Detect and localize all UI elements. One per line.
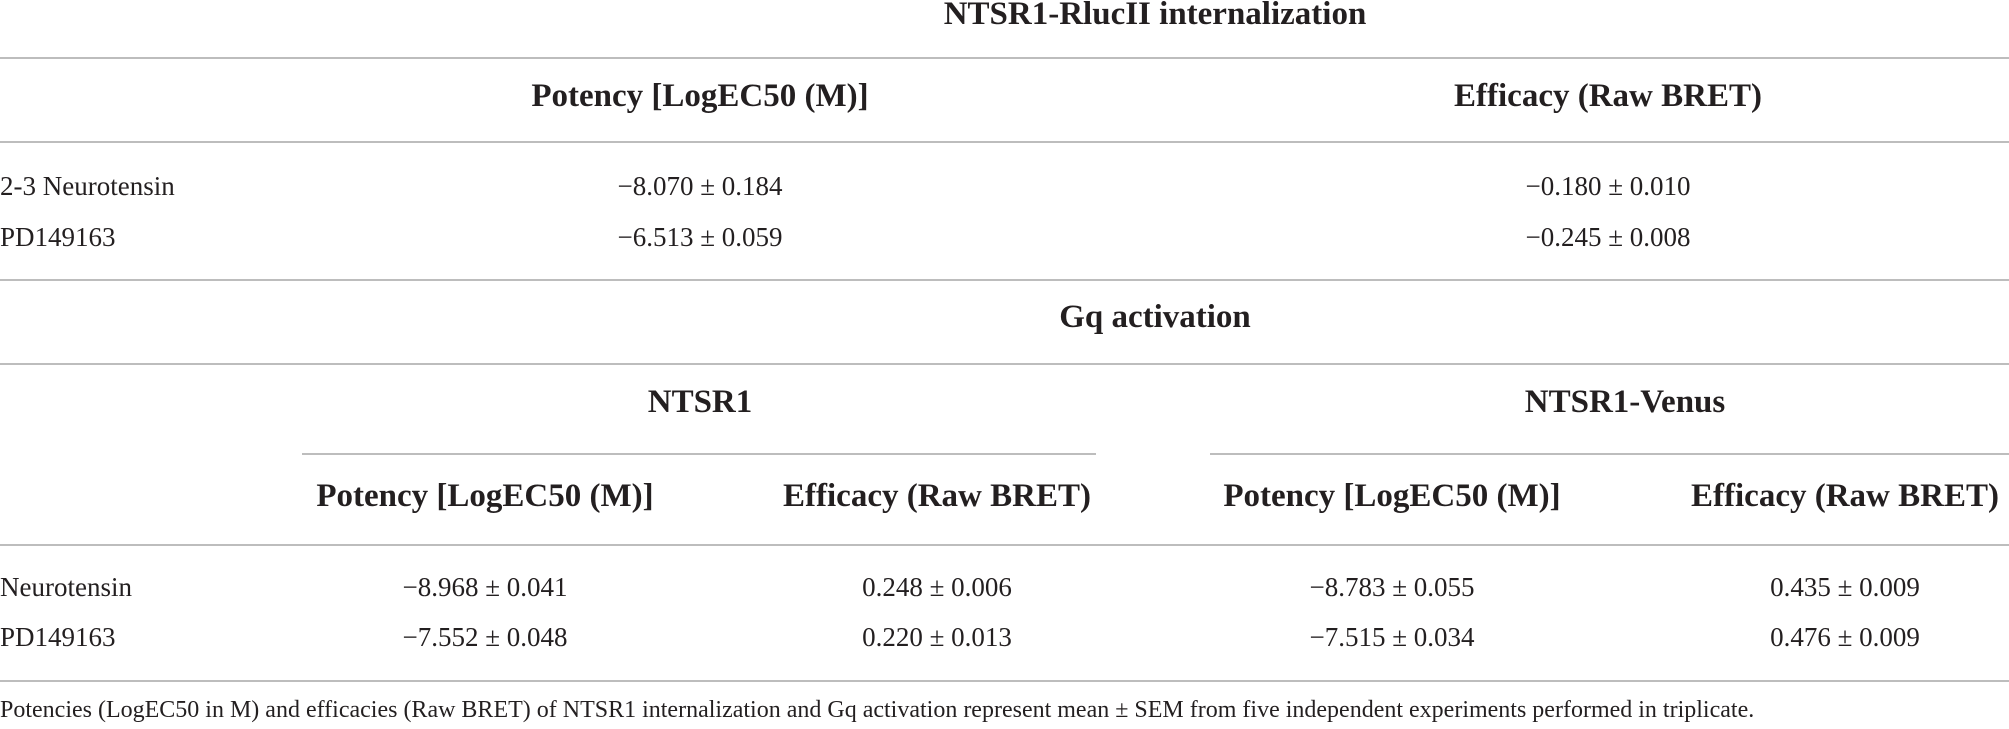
s2-row-venus-efficacy: 0.476 ± 0.009	[1770, 622, 1920, 652]
rule-s2-title	[0, 363, 2009, 365]
s2-venus-potency-header: Potency [LogEC50 (M)]	[1223, 478, 1561, 514]
table-footnote: Potencies (LogEC50 in M) and efficacies …	[0, 697, 1755, 723]
rule-s1-bottom	[0, 279, 2009, 281]
s2-row-label: Neurotensin	[0, 572, 132, 602]
rule-s2-header	[0, 544, 2009, 546]
s1-row-label: 2-3 Neurotensin	[0, 171, 175, 201]
rule-top	[0, 57, 2009, 59]
s2-ntsr1-potency-header: Potency [LogEC50 (M)]	[316, 478, 654, 514]
s2-row-venus-potency: −8.783 ± 0.055	[1309, 572, 1475, 602]
s1-row-efficacy: −0.180 ± 0.010	[1525, 171, 1691, 201]
s2-row-ntsr1-potency: −7.552 ± 0.048	[402, 622, 568, 652]
rule-s1-header	[0, 141, 2009, 143]
s2-row-venus-potency: −7.515 ± 0.034	[1309, 622, 1475, 652]
s2-row-ntsr1-efficacy: 0.220 ± 0.013	[862, 622, 1012, 652]
s1-row-potency: −8.070 ± 0.184	[617, 171, 783, 201]
group-ntsr1-venus-header: NTSR1-Venus	[1524, 384, 1726, 420]
s2-ntsr1-efficacy-header: Efficacy (Raw BRET)	[783, 478, 1091, 514]
rule-group-ntsr1-venus	[1210, 453, 2009, 455]
s2-row-venus-efficacy: 0.435 ± 0.009	[1770, 572, 1920, 602]
group-ntsr1-header: NTSR1	[647, 384, 753, 420]
s1-row-potency: −6.513 ± 0.059	[617, 222, 783, 252]
s1-row-efficacy: −0.245 ± 0.008	[1525, 222, 1691, 252]
s2-row-ntsr1-efficacy: 0.248 ± 0.006	[862, 572, 1012, 602]
section1-title: NTSR1-RlucII internalization	[943, 0, 1367, 32]
s2-row-ntsr1-potency: −8.968 ± 0.041	[402, 572, 568, 602]
s2-row-label: PD149163	[0, 622, 116, 652]
section2-title: Gq activation	[1059, 299, 1251, 335]
rule-group-ntsr1	[302, 453, 1096, 455]
s1-efficacy-header: Efficacy (Raw BRET)	[1454, 78, 1762, 114]
s1-row-label: PD149163	[0, 222, 116, 252]
rule-bottom	[0, 680, 2009, 682]
s1-potency-header: Potency [LogEC50 (M)]	[531, 78, 869, 114]
s2-venus-efficacy-header: Efficacy (Raw BRET)	[1691, 478, 1999, 514]
